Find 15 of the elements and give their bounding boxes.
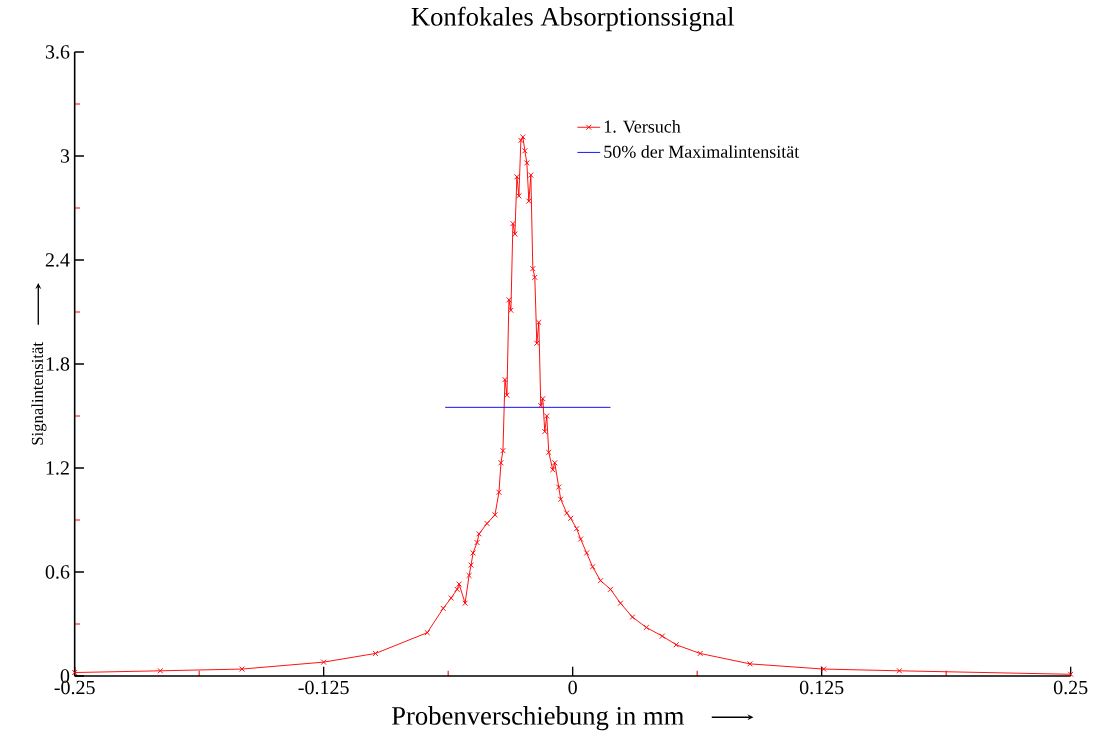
x-tick-label: 0 <box>568 680 577 695</box>
y-tick-label: 3 <box>60 149 70 163</box>
x-tick-label: -0.125 <box>298 680 349 695</box>
y-tick-label: 1.8 <box>46 357 70 371</box>
y-tick-label: 0.6 <box>45 565 70 579</box>
chart-title: Konfokales Absorptionssignal <box>411 6 734 32</box>
x-tick-label: 0.125 <box>799 680 844 695</box>
y-tick-label: 3.6 <box>45 45 70 59</box>
x-axis-title: Probenverschiebung in mm <box>391 706 685 731</box>
legend-label: 1. Versuch <box>604 120 681 133</box>
legend-label: 50% der Maximalintensität <box>604 145 800 158</box>
y-tick-label: 2.4 <box>45 253 70 267</box>
y-tick-label: 1.2 <box>46 461 69 475</box>
x-tick-label: 0.25 <box>1053 680 1088 695</box>
y-axis-title: Signalintensität <box>31 342 47 445</box>
